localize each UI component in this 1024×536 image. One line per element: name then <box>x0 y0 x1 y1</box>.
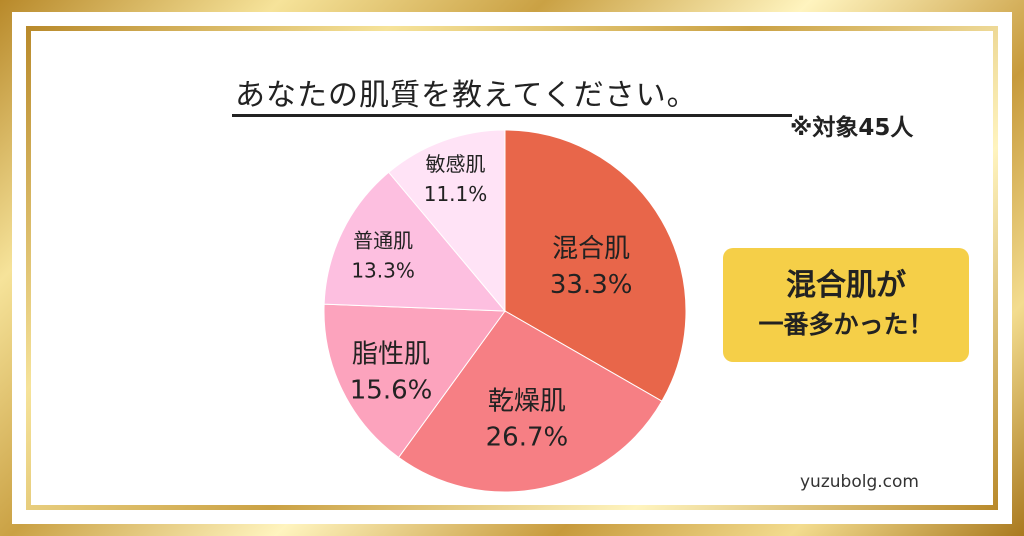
pie-slice-5 <box>388 129 506 313</box>
pie-labels: 混合肌 33.3% 乾燥肌 26.7% 脂性肌 15.6% 普通肌 13.3% 敏感肌 11.1% <box>350 152 633 453</box>
site-url: yuzubolg.com <box>800 472 919 492</box>
pie-slice-3 <box>323 303 506 459</box>
pie-slice-1 <box>504 129 687 402</box>
pie-slice-4 <box>323 171 507 312</box>
pie-label-value-5: 11.1% <box>424 182 488 206</box>
pie-slices <box>323 129 687 493</box>
pie-label-value-1: 33.3% <box>550 270 633 300</box>
pie-label-value-2: 26.7% <box>486 423 569 453</box>
pie-label-value-3: 15.6% <box>350 375 433 405</box>
pie-label-name-3: 脂性肌 <box>352 339 430 369</box>
pie-label-name-4: 普通肌 <box>353 228 413 252</box>
chart-title: あなたの肌質を教えてください。 <box>235 78 698 113</box>
highlight-callout: 混合肌が 一番多かった！ <box>723 248 969 362</box>
pie-label-name-2: 乾燥肌 <box>488 387 566 417</box>
callout-line1: 混合肌が <box>786 268 906 303</box>
pie-slice-2 <box>397 310 663 493</box>
title-underline <box>232 114 792 117</box>
callout-line2: 一番多かった！ <box>758 310 934 339</box>
pie-label-value-4: 13.3% <box>351 258 415 282</box>
respondent-note: ※対象45人 <box>790 115 914 141</box>
pie-label-name-5: 敏感肌 <box>426 152 486 176</box>
pie-label-name-1: 混合肌 <box>552 234 630 264</box>
